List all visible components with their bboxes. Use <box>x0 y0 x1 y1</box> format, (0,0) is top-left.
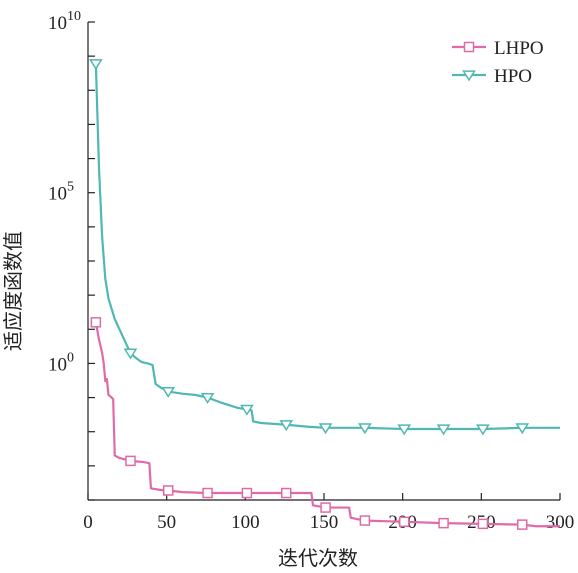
series-marker-hpo <box>279 420 294 432</box>
series-marker-lhpo <box>241 487 253 499</box>
series-marker-hpo <box>123 348 138 360</box>
x-tick-label: 150 <box>310 512 339 533</box>
series-marker-hpo <box>515 423 530 435</box>
legend-label: LHPO <box>494 38 544 59</box>
y-tick-label: 105 <box>48 180 74 205</box>
x-tick-label: 50 <box>157 512 176 533</box>
axes: 0501001502002503001001051010迭代次数适应度函数值 <box>1 9 574 570</box>
series-line-hpo <box>94 63 560 431</box>
legend-label: HPO <box>494 66 532 87</box>
x-tick-label: 0 <box>83 512 93 533</box>
series-marker-hpo <box>476 424 490 436</box>
series-hpo <box>89 59 560 436</box>
series-marker-lhpo <box>125 455 136 467</box>
legend-marker <box>463 41 475 53</box>
legend-item-lhpo: LHPO <box>452 38 544 59</box>
series-marker-hpo <box>89 59 103 71</box>
series-layer <box>89 59 560 530</box>
series-marker-lhpo <box>359 515 371 526</box>
series-marker-lhpo <box>320 502 331 513</box>
x-axis-title: 迭代次数 <box>278 546 358 570</box>
series-marker-hpo <box>318 423 333 435</box>
series-marker-lhpo <box>438 517 449 529</box>
x-tick-label: 100 <box>231 512 260 533</box>
series-marker-lhpo <box>202 487 213 499</box>
x-tick-label: 300 <box>546 512 575 533</box>
legend-item-hpo: HPO <box>452 66 532 87</box>
series-marker-hpo <box>358 423 372 435</box>
series-marker-lhpo <box>162 485 174 496</box>
series-lhpo <box>90 317 560 530</box>
series-marker-hpo <box>436 424 451 436</box>
legend: LHPO HPO <box>452 38 544 87</box>
series-marker-lhpo <box>398 516 410 528</box>
y-tick-label: 1010 <box>48 9 81 34</box>
legend-marker <box>462 70 476 82</box>
series-marker-lhpo <box>90 317 102 328</box>
series-marker-hpo <box>397 424 412 436</box>
series-marker-hpo <box>161 386 176 398</box>
series-marker-hpo <box>200 392 215 404</box>
y-tick-label: 100 <box>48 350 74 375</box>
series-marker-hpo <box>240 404 254 416</box>
series-marker-lhpo <box>516 519 528 530</box>
y-axis-title: 适应度函数值 <box>1 231 25 351</box>
series-marker-lhpo <box>477 518 489 530</box>
series-marker-lhpo <box>280 487 292 499</box>
